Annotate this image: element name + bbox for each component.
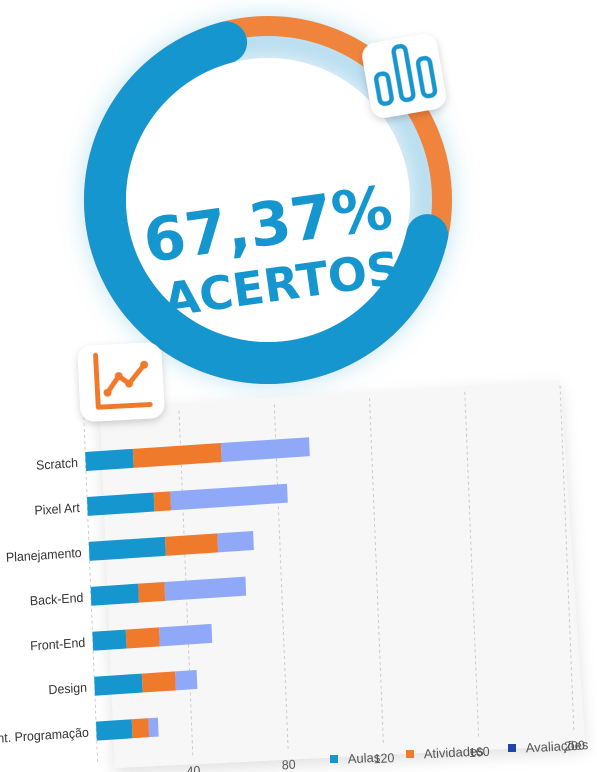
category-label: Planejamento xyxy=(6,546,82,565)
bar-segment xyxy=(88,536,166,561)
x-tick-label: 200 xyxy=(564,738,585,754)
bar-segment xyxy=(94,673,143,696)
bar-chart-icon xyxy=(362,34,446,118)
bars xyxy=(85,437,310,741)
category-label: Front-End xyxy=(30,636,86,654)
category-label: Scratch xyxy=(36,456,78,473)
bar-segment xyxy=(175,669,198,691)
x-tick-label: 0 xyxy=(95,770,102,772)
accuracy-donut: 67,37% ACERTOS xyxy=(84,16,452,384)
bar-segment xyxy=(159,623,213,647)
bar-segment xyxy=(131,718,150,739)
bar-segment xyxy=(132,443,222,468)
category-label: Pixel Art xyxy=(34,501,80,518)
x-tick-label: 40 xyxy=(186,764,200,772)
bar-segment xyxy=(217,531,254,553)
bar-segment xyxy=(125,627,160,649)
legend-label: Atividades xyxy=(423,743,484,761)
bar-segment xyxy=(153,491,172,512)
bar-segment xyxy=(165,533,219,556)
category-label: Design xyxy=(48,680,87,697)
bar-segment xyxy=(220,437,310,462)
bar-segment xyxy=(138,581,166,603)
category-label: Back-End xyxy=(29,591,83,609)
bar-segment xyxy=(141,671,176,693)
x-tick-label: 160 xyxy=(469,744,490,760)
bar-segment xyxy=(170,483,288,511)
bar-segment xyxy=(96,719,133,741)
category-labels: Scratch Pixel Art Planejamento Back-End Fron… xyxy=(0,456,89,746)
donut-center xyxy=(126,58,410,342)
x-tick-label: 80 xyxy=(282,757,296,772)
line-chart-icon xyxy=(77,342,165,422)
legend-marker xyxy=(508,744,516,752)
x-tick-label: 120 xyxy=(373,751,394,767)
x-tick-labels: 0 40 80 120 160 200 xyxy=(95,738,586,772)
legend-marker xyxy=(406,750,414,758)
bar-segment xyxy=(87,492,155,516)
legend-marker xyxy=(330,755,338,763)
bar-segment xyxy=(90,583,139,606)
category-label: Int. Programação xyxy=(0,725,89,746)
chart-legend: Aulas Atividades Avaliações xyxy=(330,737,589,766)
bar-segment xyxy=(85,448,134,471)
bar-segment xyxy=(92,629,127,651)
stacked-bar-chart: Scratch Pixel Art Planejamento Back-End Fron… xyxy=(0,385,585,772)
bar-segment xyxy=(148,717,159,738)
legend-label: Avaliações xyxy=(525,737,589,755)
legend-label: Aulas xyxy=(347,750,381,767)
bar-segment xyxy=(164,576,247,601)
donut-value-arc xyxy=(84,16,452,384)
bar-chart-card xyxy=(100,380,585,768)
